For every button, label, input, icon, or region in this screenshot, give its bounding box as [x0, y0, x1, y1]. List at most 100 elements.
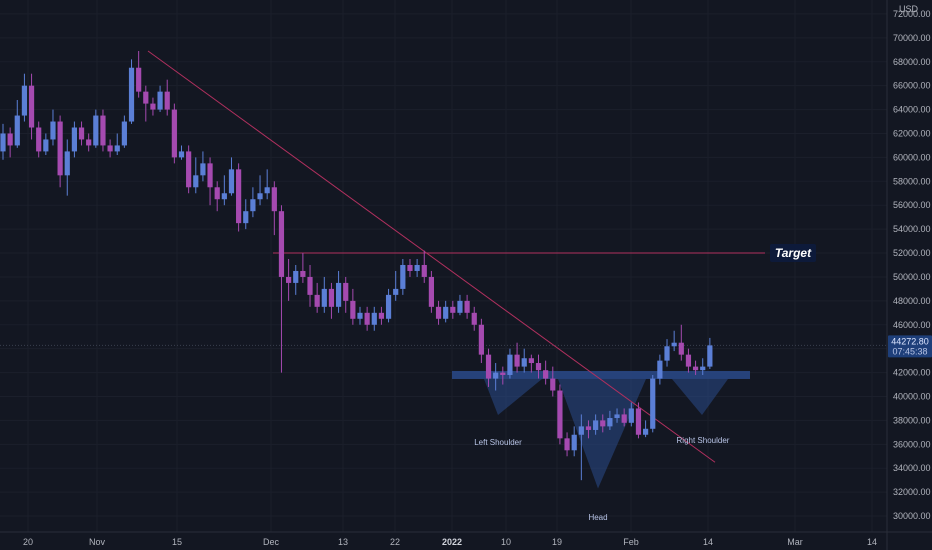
candle-body: [250, 199, 256, 212]
candle-body: [300, 270, 306, 277]
candle-body: [207, 163, 213, 188]
pattern-label: Left Shoulder: [474, 438, 522, 447]
candle-body: [585, 426, 592, 430]
candle-body: [221, 193, 227, 200]
candle-body: [657, 360, 663, 379]
candle-body: [700, 366, 706, 371]
candle-body: [178, 151, 185, 158]
candle-body: [671, 342, 677, 347]
candle-body: [193, 175, 199, 188]
price-tick-label: 72000.00: [893, 9, 931, 19]
candle-body: [257, 193, 263, 200]
currency-label: USD: [899, 4, 919, 14]
time-tick-label: Feb: [623, 537, 639, 547]
candle-body: [607, 418, 613, 427]
time-axis[interactable]: 20 Nov 15 Dec 13 22 2022 10 19 Feb 14 Mar 14: [23, 537, 877, 547]
candle-body: [321, 288, 327, 307]
candle-body: [450, 306, 456, 313]
candle-body: [350, 300, 356, 319]
candle-body: [278, 211, 285, 277]
head-triangle: [558, 378, 646, 489]
candle-body: [86, 139, 92, 146]
candle-body: [471, 312, 477, 325]
candle-body: [543, 370, 549, 379]
time-tick-label: Mar: [787, 537, 803, 547]
pattern-label: Right Shoulder: [677, 436, 730, 445]
price-tick-label: 46000.00: [893, 320, 931, 330]
price-tick-label: 42000.00: [893, 368, 931, 378]
neckline-zone: [452, 370, 750, 379]
candle-body: [407, 264, 413, 271]
candle-body: [507, 354, 513, 375]
candle-body: [493, 372, 499, 379]
candle-body: [286, 276, 292, 283]
drawing-lines: [0, 50, 887, 463]
price-tick-label: 40000.00: [893, 391, 931, 401]
candle-body: [264, 187, 270, 194]
price-tick-label: 62000.00: [893, 128, 931, 138]
last-price-badge: [888, 335, 932, 358]
price-tick-label: 56000.00: [893, 200, 931, 210]
head-and-shoulders-pattern: [452, 370, 750, 489]
candle-body: [93, 115, 99, 146]
candle-body: [100, 115, 106, 146]
candle-body: [535, 363, 542, 371]
right-shoulder-triangle: [672, 378, 728, 416]
candle-body: [143, 91, 149, 104]
time-tick-label: 10: [501, 537, 511, 547]
time-tick-label: 22: [390, 537, 400, 547]
candle-body: [164, 91, 170, 110]
candle-body: [528, 358, 534, 364]
candle-body: [307, 276, 313, 295]
candle-body: [7, 133, 13, 146]
price-tick-label: 50000.00: [893, 272, 931, 282]
candle-body: [571, 434, 577, 451]
candle-body: [664, 346, 670, 361]
candle-body: [557, 390, 563, 439]
candle-body: [485, 354, 492, 379]
pattern-label: Head: [588, 513, 607, 522]
time-tick-label: 14: [867, 537, 877, 547]
time-tick-label: 14: [703, 537, 713, 547]
price-tick-label: 38000.00: [893, 415, 931, 425]
candle-body: [228, 169, 235, 194]
candle-body: [171, 109, 177, 158]
candle-body: [335, 282, 342, 307]
candle-body: [36, 127, 42, 152]
candle-body: [593, 420, 599, 430]
candle-body: [478, 324, 484, 355]
candle-body: [371, 312, 377, 325]
target-badge: [770, 244, 816, 263]
candle-body: [600, 420, 606, 427]
candles: [0, 50, 713, 481]
candle-body: [50, 121, 56, 140]
time-tick-label: 19: [552, 537, 562, 547]
candle-body: [107, 145, 113, 152]
time-tick-label: 20: [23, 537, 33, 547]
price-tick-label: 52000.00: [893, 248, 931, 258]
candle-body: [564, 438, 570, 451]
price-axis[interactable]: 30000.00 32000.00 34000.00 36000.00 38000.00…: [893, 4, 931, 521]
candle-body: [635, 408, 642, 435]
candle-body: [343, 282, 349, 301]
candle-body: [414, 264, 420, 271]
candle-body: [357, 312, 363, 319]
candle-body: [650, 378, 656, 429]
candle-body: [457, 300, 463, 313]
candle-body: [71, 127, 77, 152]
target-label: Target: [775, 246, 812, 260]
candle-body: [550, 378, 556, 391]
price-tick-label: 70000.00: [893, 33, 931, 43]
candle-body: [314, 294, 320, 307]
candle-body: [121, 121, 127, 146]
price-tick-label: 54000.00: [893, 224, 931, 234]
candle-body: [64, 151, 70, 176]
candle-body: [57, 121, 63, 176]
candle-body: [28, 85, 35, 128]
candle-body: [157, 91, 163, 110]
left-shoulder-triangle: [484, 378, 542, 416]
time-tick-label: 13: [338, 537, 348, 547]
